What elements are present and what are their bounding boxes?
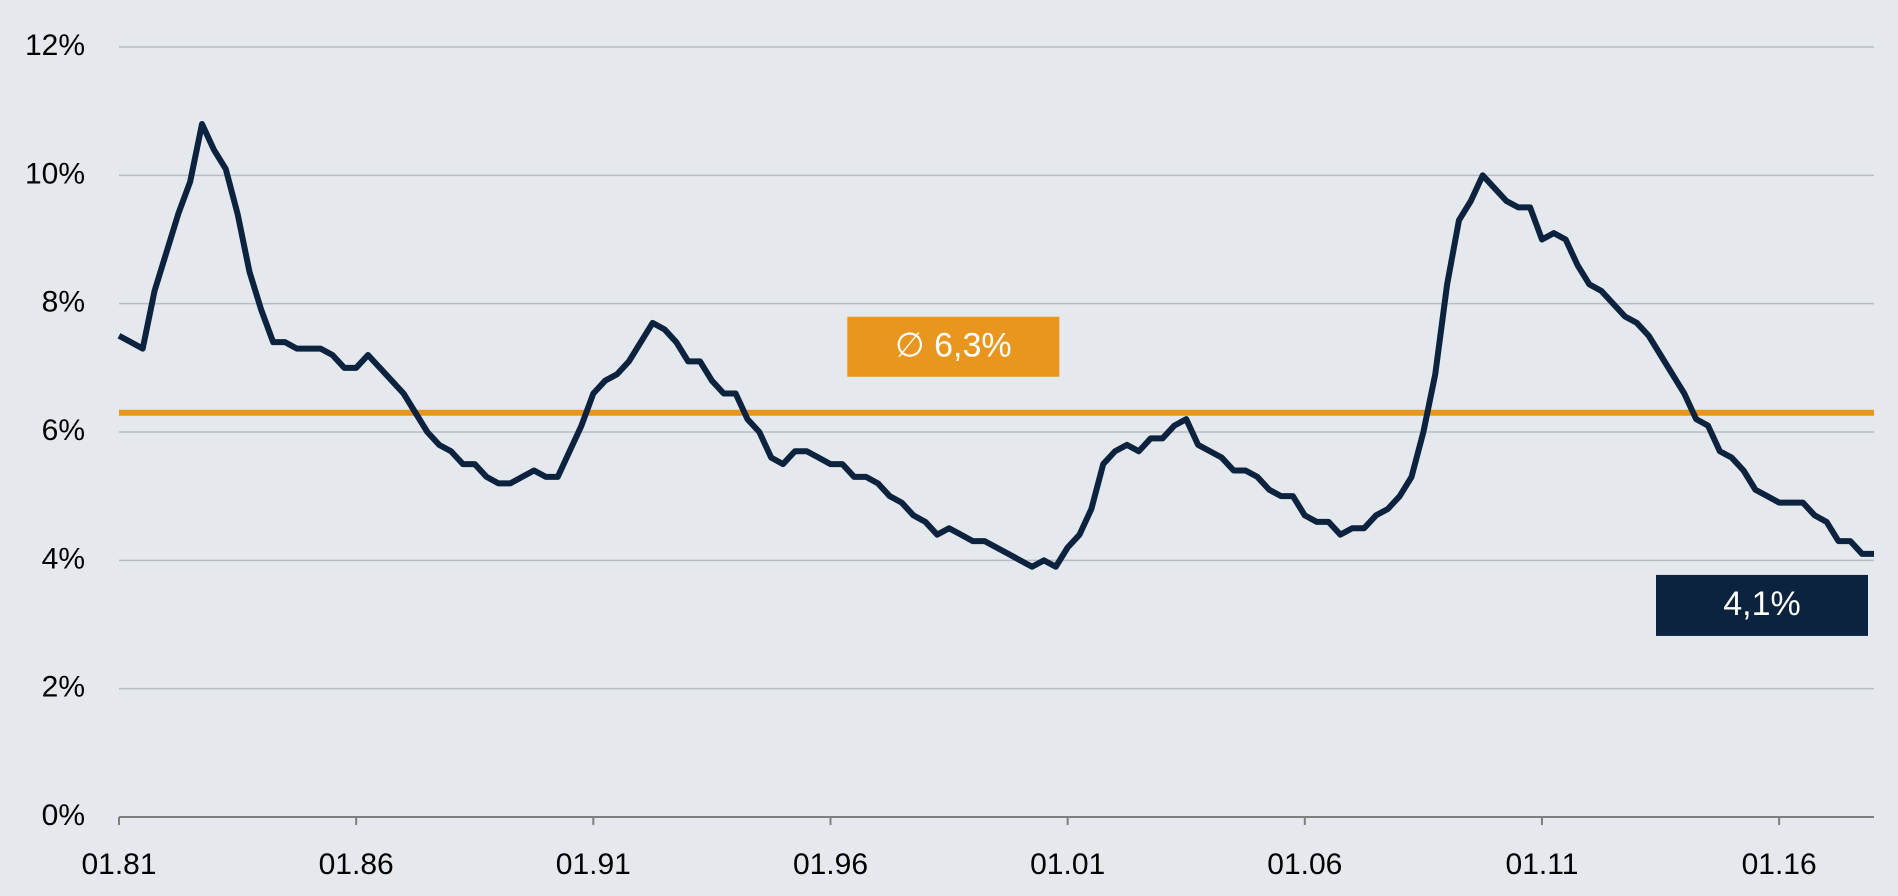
mean-label-box (847, 316, 1060, 377)
x-tick-label: 01.06 (1267, 848, 1342, 881)
y-tick-label: 2% (42, 671, 85, 704)
end-label: 4,1% (1723, 585, 1801, 623)
x-tick-label: 01.01 (1030, 848, 1105, 881)
y-tick-label: 0% (42, 799, 85, 832)
series-line (117, 121, 1874, 570)
x-tick-label: 01.11 (1506, 848, 1579, 881)
x-tick-label: 01.81 (81, 848, 156, 881)
x-tick-label: 01.91 (556, 848, 631, 881)
x-tick-label: 01.96 (793, 848, 868, 881)
y-tick-label: 8% (42, 286, 85, 319)
mean-label: ∅ 6,3% (895, 327, 1012, 365)
end-label-box (1656, 574, 1868, 636)
x-tick-label: 01.16 (1742, 848, 1817, 881)
y-tick-label: 6% (42, 414, 85, 447)
y-tick-label: 10% (25, 157, 85, 190)
x-tick-label: 01.86 (319, 848, 394, 881)
y-tick-label: 4% (42, 542, 85, 575)
y-tick-label: 12% (25, 29, 85, 62)
